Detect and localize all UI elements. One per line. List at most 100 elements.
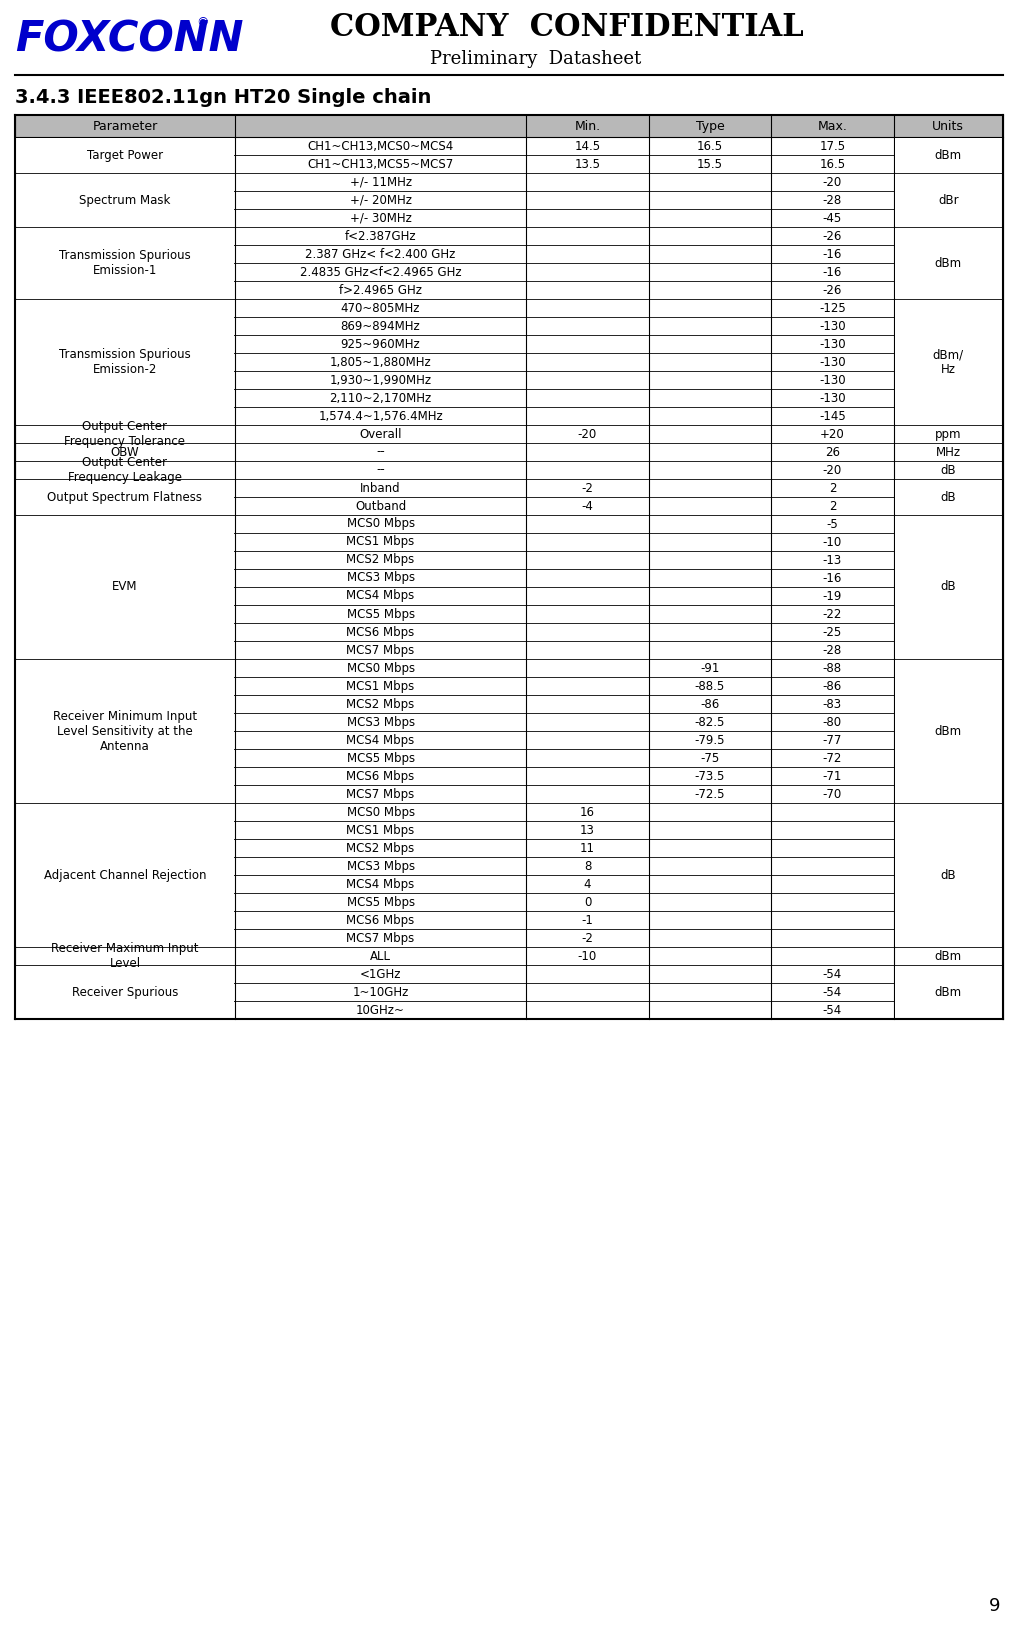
Text: dBm: dBm [935, 985, 962, 998]
Text: 2: 2 [829, 482, 836, 495]
Text: MCS2 Mbps: MCS2 Mbps [346, 842, 414, 855]
Text: 13: 13 [580, 824, 595, 837]
Text: 16: 16 [580, 806, 595, 819]
Text: -28: -28 [823, 193, 842, 206]
Text: 4: 4 [583, 877, 591, 891]
Text: MCS5 Mbps: MCS5 Mbps [346, 895, 414, 909]
Text: -1: -1 [581, 913, 593, 926]
Text: -10: -10 [823, 536, 842, 549]
Bar [895, 173, 1002, 225]
Text: <1GHz: <1GHz [359, 967, 401, 980]
Text: MCS3 Mbps: MCS3 Mbps [346, 572, 414, 585]
Text: --: -- [377, 446, 385, 459]
Text: --: -- [377, 464, 385, 477]
Text: -130: -130 [819, 392, 846, 405]
Bar [16, 480, 234, 515]
Text: -79.5: -79.5 [694, 734, 725, 747]
Bar [16, 137, 234, 172]
Text: -71: -71 [823, 770, 842, 783]
Text: Output Center
Frequency Tolerance: Output Center Frequency Tolerance [64, 420, 185, 448]
Bar [895, 966, 1002, 1018]
Text: MCS6 Mbps: MCS6 Mbps [346, 913, 414, 926]
Text: -54: -54 [823, 967, 842, 980]
Text: -26: -26 [823, 229, 842, 242]
Text: MCS1 Mbps: MCS1 Mbps [346, 536, 414, 549]
Text: -125: -125 [819, 302, 846, 314]
Text: 8: 8 [583, 859, 591, 873]
Bar [895, 516, 1002, 659]
Text: dB: dB [941, 580, 956, 593]
Text: MCS2 Mbps: MCS2 Mbps [346, 698, 414, 711]
Text: 925~960MHz: 925~960MHz [341, 338, 420, 351]
Text: 17.5: 17.5 [819, 139, 846, 152]
Text: dB: dB [941, 490, 956, 503]
Text: -82.5: -82.5 [694, 716, 725, 729]
Text: 1~10GHz: 1~10GHz [352, 985, 409, 998]
Bar [16, 301, 234, 423]
Text: -25: -25 [823, 626, 842, 639]
Text: Overall: Overall [359, 428, 402, 441]
Text: Min.: Min. [574, 119, 601, 132]
Text: -13: -13 [823, 554, 842, 567]
Text: -5: -5 [827, 518, 838, 531]
Text: 26: 26 [825, 446, 840, 459]
Text: dBm/
Hz: dBm/ Hz [932, 348, 964, 376]
Text: -2: -2 [581, 482, 593, 495]
Bar [895, 137, 1002, 172]
Text: -16: -16 [823, 572, 842, 585]
Text: -54: -54 [823, 985, 842, 998]
Text: 1,805~1,880MHz: 1,805~1,880MHz [330, 356, 432, 369]
Text: dBm: dBm [935, 149, 962, 162]
Text: -80: -80 [823, 716, 842, 729]
Text: 9: 9 [988, 1596, 1000, 1614]
Text: +20: +20 [821, 428, 845, 441]
Text: -20: -20 [823, 464, 842, 477]
Text: -26: -26 [823, 284, 842, 296]
Text: Preliminary  Datasheet: Preliminary Datasheet [430, 51, 641, 69]
Text: -2: -2 [581, 931, 593, 944]
Text: MCS3 Mbps: MCS3 Mbps [346, 716, 414, 729]
Text: 0: 0 [583, 895, 591, 909]
Text: -145: -145 [819, 410, 846, 423]
Text: Type: Type [695, 119, 724, 132]
Bar [15, 114, 1003, 137]
Text: 15.5: 15.5 [697, 157, 723, 170]
Text: dB: dB [941, 464, 956, 477]
Text: dBr: dBr [938, 193, 959, 206]
Text: -130: -130 [819, 320, 846, 332]
Bar [16, 966, 234, 1018]
Text: -72.5: -72.5 [694, 788, 725, 801]
Text: Receiver Spurious: Receiver Spurious [72, 985, 178, 998]
Text: 470~805MHz: 470~805MHz [341, 302, 420, 314]
Text: Inband: Inband [360, 482, 401, 495]
Text: Units: Units [932, 119, 964, 132]
Text: 10GHz~: 10GHz~ [356, 1003, 405, 1016]
Text: -28: -28 [823, 644, 842, 657]
Text: dBm: dBm [935, 724, 962, 737]
Text: MCS7 Mbps: MCS7 Mbps [346, 788, 414, 801]
Text: MCS4 Mbps: MCS4 Mbps [346, 734, 414, 747]
Bar [16, 660, 234, 802]
Text: -72: -72 [823, 752, 842, 765]
Text: Spectrum Mask: Spectrum Mask [79, 193, 171, 206]
Text: Output Center
Frequency Leakage: Output Center Frequency Leakage [68, 456, 182, 484]
Text: -130: -130 [819, 374, 846, 387]
Text: Output Spectrum Flatness: Output Spectrum Flatness [48, 490, 203, 503]
Bar [895, 660, 1002, 802]
Text: MCS5 Mbps: MCS5 Mbps [346, 608, 414, 621]
Text: MCS1 Mbps: MCS1 Mbps [346, 824, 414, 837]
Text: 16.5: 16.5 [819, 157, 846, 170]
Text: CH1~CH13,MCS5~MCS7: CH1~CH13,MCS5~MCS7 [307, 157, 454, 170]
Text: dB: dB [941, 869, 956, 881]
Text: -75: -75 [700, 752, 720, 765]
Text: Adjacent Channel Rejection: Adjacent Channel Rejection [44, 869, 207, 881]
Bar [16, 804, 234, 946]
Text: ppm: ppm [936, 428, 962, 441]
Text: Transmission Spurious
Emission-2: Transmission Spurious Emission-2 [59, 348, 190, 376]
Text: dBm: dBm [935, 949, 962, 962]
Text: 2,110~2,170MHz: 2,110~2,170MHz [330, 392, 432, 405]
Text: -54: -54 [823, 1003, 842, 1016]
Text: -86: -86 [700, 698, 720, 711]
Text: -16: -16 [823, 247, 842, 260]
Text: FOXCONN: FOXCONN [15, 18, 243, 60]
